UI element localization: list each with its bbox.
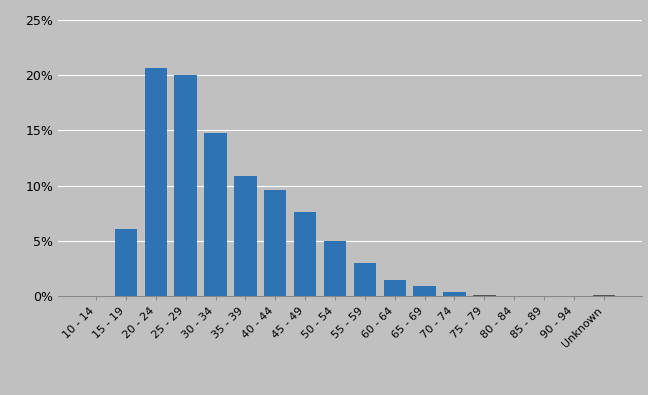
- Bar: [234, 176, 257, 296]
- Bar: [473, 295, 496, 296]
- Bar: [593, 295, 615, 296]
- Bar: [294, 212, 316, 296]
- Bar: [443, 292, 466, 296]
- Bar: [145, 68, 167, 296]
- Bar: [264, 190, 286, 296]
- Bar: [354, 263, 376, 296]
- Bar: [413, 286, 436, 296]
- Bar: [115, 229, 137, 296]
- Bar: [204, 133, 227, 296]
- Bar: [174, 75, 197, 296]
- Bar: [384, 280, 406, 296]
- Bar: [324, 241, 346, 296]
